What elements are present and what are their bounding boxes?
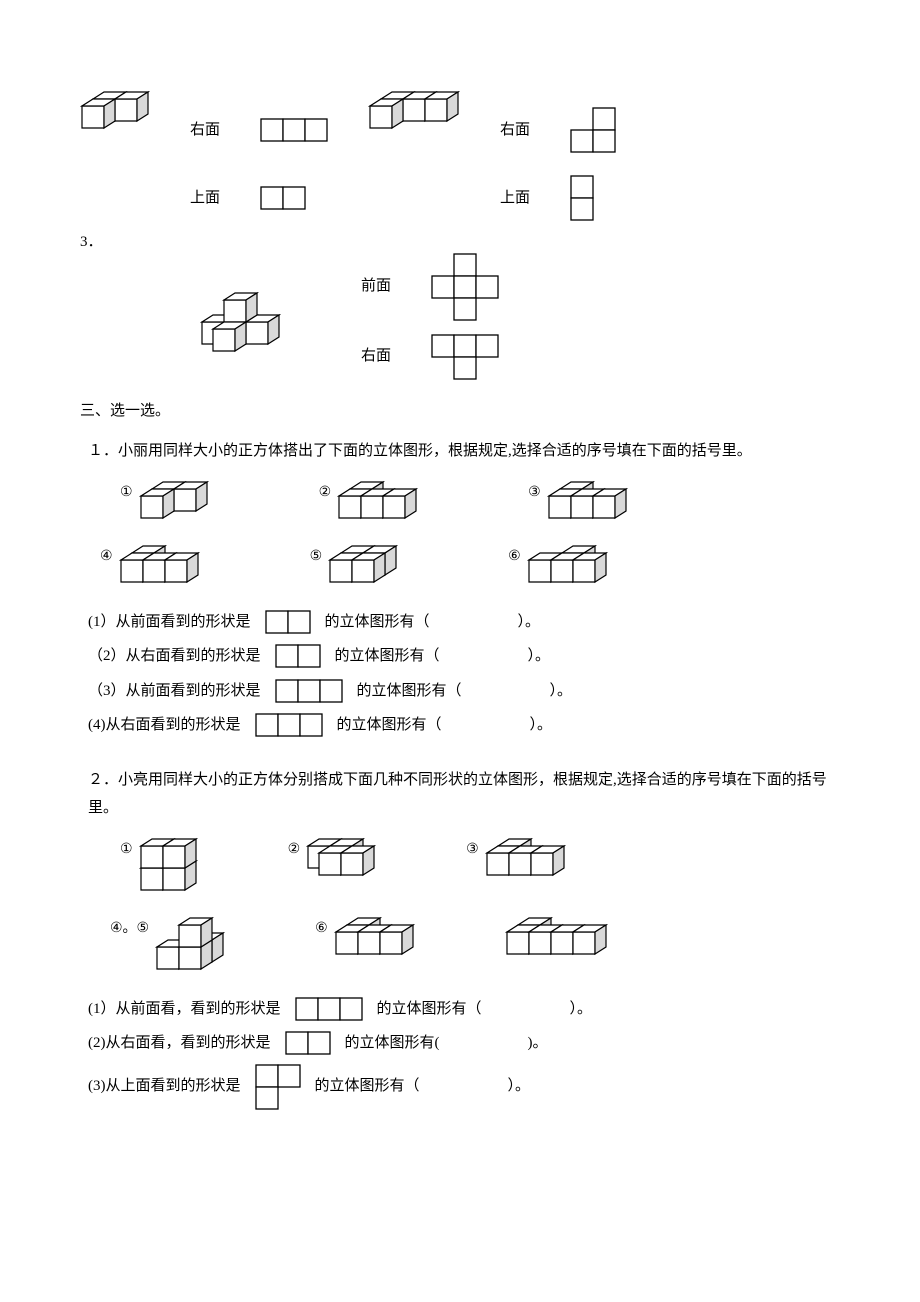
p1-questions: (1）从前面看到的形状是的立体图形有（）。（2）从右面看到的形状是的立体图形有（… [80,608,840,740]
p2-fig-6: ⑥ [315,916,415,971]
q-post: 的立体图形有（ [325,608,430,637]
question-line: (4)从右面看到的形状是 的立体图形有（ ）。 [80,711,840,740]
p2-fig-extra [505,916,608,971]
opt-mark: ② [319,480,332,507]
q3-front-shape [431,253,499,321]
p2-fig-3: ③ [466,837,566,892]
q-pre: (3)从上面看到的形状是 [88,1072,241,1101]
q-post: 的立体图形有（ [357,677,462,706]
q-pre: (1）从前面看，看到的形状是 [88,995,281,1024]
opt-mark: ⑤ [310,544,323,571]
p1-fig-4: ④ [100,544,200,584]
question-line: (1）从前面看到的形状是 的立体图形有（ ）。 [80,608,840,637]
p2-figs-row1: ① ② ③ [120,837,840,892]
top-view-shape-1 [260,186,306,210]
opt-mark: ③ [466,837,479,864]
p1-stem: １．小丽用同样大小的正方体搭出了下面的立体图形，根据规定,选择合适的序号填在下面… [80,437,840,466]
q3-front-row: 前面 [361,267,499,307]
q-post: 的立体图形有（ [335,642,440,671]
q-post: 的立体图形有（ [377,995,482,1024]
question-line: （3）从前面看到的形状是 的立体图形有（ ）。 [80,677,840,706]
q-end: ）。 [508,1072,531,1101]
q-pre: (2)从右面看，看到的形状是 [88,1029,271,1058]
p2-stem: ２．小亮用同样大小的正方体分别搭成下面几种不同形状的立体图形，根据规定,选择合适… [80,766,840,823]
q-shape [265,610,311,634]
p2-fig-45: ④。⑤ [110,916,225,971]
p1-figs-row2: ④ ⑤ ⑥ [100,544,840,584]
top-view-row-1: 上面 [190,178,328,218]
right-view-row-1: 右面 [190,110,328,150]
q-end: ）。 [530,711,553,740]
q3-right-shape [431,334,499,380]
right-view-shape-1 [260,118,328,142]
right-view-shape-2 [570,107,616,153]
question-line: (2)从右面看，看到的形状是 的立体图形有( )。 [80,1029,840,1058]
p1-fig-3: ③ [528,480,628,520]
p2-fig-2: ② [288,837,377,892]
q-shape [255,1064,301,1110]
opt-mark: ⑥ [315,916,328,943]
q-shape [275,644,321,668]
q-end: ）。 [570,995,593,1024]
p2-figs-row2: ④。⑤ ⑥ [110,916,840,971]
iso-fig-2 [368,90,460,130]
opt-mark: ④。⑤ [110,916,149,943]
q-shape [255,713,323,737]
label-top-1: 上面 [190,184,220,213]
question-line: (1）从前面看，看到的形状是 的立体图形有（ ）。 [80,995,840,1024]
p1-fig-5: ⑤ [310,544,399,584]
q3-right-label: 右面 [361,342,391,371]
opt-mark: ⑥ [508,544,521,571]
label-right-2: 右面 [500,116,530,145]
p2-fig-1: ① [120,837,198,892]
p1-figs-row1: ① ② ③ [120,480,840,520]
q-post: 的立体图形有（ [315,1072,420,1101]
right-view-row-2: 右面 [500,110,616,150]
label-right-1: 右面 [190,116,220,145]
section-3-heading: 三、选一选。 [80,397,840,426]
p1-fig-1: ① [120,480,209,520]
opt-mark: ① [120,837,133,864]
label-top-2: 上面 [500,184,530,213]
top-left-labels: 右面 上面 [190,110,328,218]
q-pre: （2）从右面看到的形状是 [88,642,261,671]
q-shape [295,997,363,1021]
q-end: ）。 [528,642,551,671]
q-pre: (4)从右面看到的形状是 [88,711,241,740]
top-right-panel: 右面 上面 [368,90,616,218]
iso-fig-3 [200,291,281,353]
q3-labels: 前面 右面 [361,267,499,377]
q-pre: (1）从前面看到的形状是 [88,608,251,637]
q3-right-row: 右面 [361,337,499,377]
question-line: （2）从右面看到的形状是 的立体图形有（ ）。 [80,642,840,671]
q-end: )。 [528,1029,548,1058]
q-post: 的立体图形有（ [337,711,442,740]
q-pre: （3）从前面看到的形状是 [88,677,261,706]
p2-questions: (1）从前面看，看到的形状是的立体图形有（）。(2)从右面看，看到的形状是的立体… [80,995,840,1110]
top-views-row: 右面 上面 右面 上面 [80,90,840,218]
top-right-labels: 右面 上面 [500,110,616,218]
question-line: (3)从上面看到的形状是 的立体图形有（ ）。 [80,1064,840,1110]
q-end: ）。 [518,608,541,637]
opt-mark: ② [288,837,301,864]
top-view-shape-2 [570,175,594,221]
p1-fig-2: ② [319,480,419,520]
q-shape [275,679,343,703]
q3-row: 前面 右面 [200,267,840,377]
opt-mark: ④ [100,544,113,571]
q-end: ）。 [550,677,573,706]
top-left-panel: 右面 上面 [80,90,328,218]
q-post: 的立体图形有( [345,1029,440,1058]
opt-mark: ① [120,480,133,507]
p1-fig-6: ⑥ [508,544,608,584]
q-shape [285,1031,331,1055]
top-view-row-2: 上面 [500,178,616,218]
iso-fig-1 [80,90,150,130]
opt-mark: ③ [528,480,541,507]
q3-front-label: 前面 [361,272,391,301]
